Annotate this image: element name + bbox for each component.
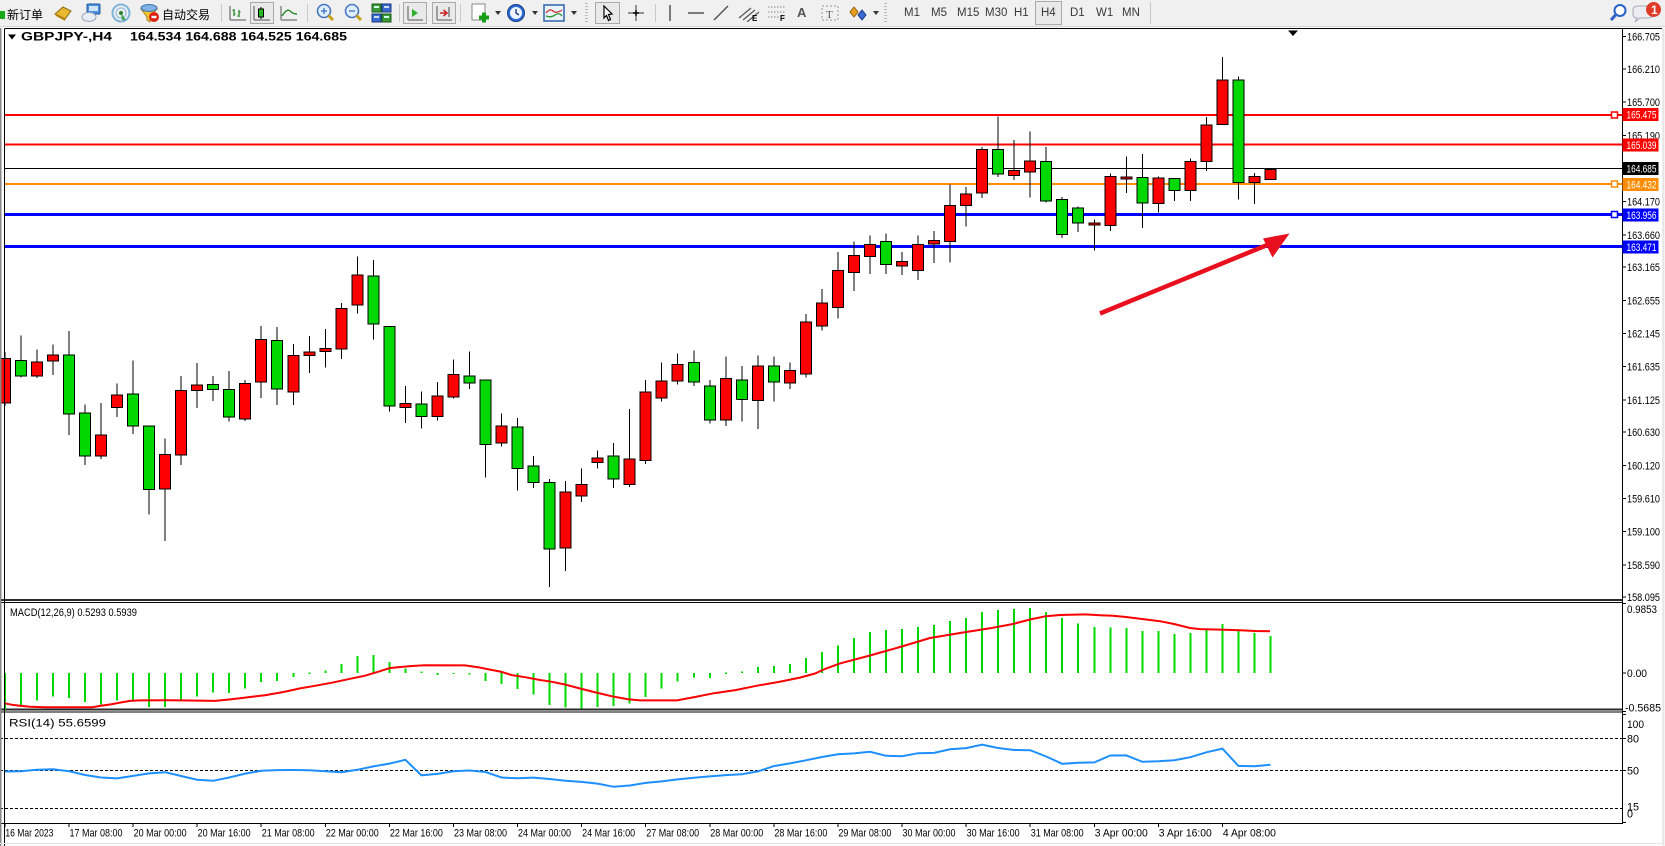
svg-text:22 Mar 16:00: 22 Mar 16:00 [390,827,443,839]
svg-text:17 Mar 08:00: 17 Mar 08:00 [70,827,123,839]
svg-text:T: T [826,9,833,21]
svg-text:E: E [752,14,758,22]
svg-text:160.630: 160.630 [1627,427,1660,439]
svg-text:0.9853: 0.9853 [1627,604,1657,616]
svg-text:161.125: 161.125 [1627,395,1660,407]
svg-text:4 Apr 08:00: 4 Apr 08:00 [1223,827,1276,839]
svg-text:15: 15 [1627,802,1639,814]
svg-text:162.145: 162.145 [1627,329,1660,341]
svg-text:158.095: 158.095 [1627,592,1660,604]
svg-text:16 Mar 2023: 16 Mar 2023 [5,827,53,839]
svg-text:3 Apr 00:00: 3 Apr 00:00 [1095,827,1148,839]
svg-text:159.610: 159.610 [1627,494,1660,506]
svg-text:28 Mar 16:00: 28 Mar 16:00 [774,827,827,839]
svg-text:31 Mar 08:00: 31 Mar 08:00 [1031,827,1084,839]
svg-text:3 Apr 16:00: 3 Apr 16:00 [1159,827,1212,839]
svg-text:27 Mar 08:00: 27 Mar 08:00 [646,827,699,839]
svg-text:-0.5685: -0.5685 [1625,703,1661,715]
svg-text:GBPJPY-,H4: GBPJPY-,H4 [21,32,113,44]
svg-text:165.039: 165.039 [1627,140,1657,152]
svg-text:F: F [780,14,785,22]
svg-text:20 Mar 00:00: 20 Mar 00:00 [134,827,187,839]
svg-text:164.432: 164.432 [1627,180,1657,192]
svg-text:163.471: 163.471 [1627,242,1657,254]
svg-text:23 Mar 08:00: 23 Mar 08:00 [454,827,507,839]
svg-text:21 Mar 08:00: 21 Mar 08:00 [262,827,315,839]
svg-text:161.635: 161.635 [1627,362,1660,374]
svg-text:164.534 164.688 164.525 164.68: 164.534 164.688 164.525 164.685 [130,32,348,44]
svg-text:163.660: 163.660 [1627,230,1660,242]
svg-text:20 Mar 16:00: 20 Mar 16:00 [198,827,251,839]
svg-text:162.655: 162.655 [1627,295,1660,307]
svg-text:MACD(12,26,9) 0.5293 0.5939: MACD(12,26,9) 0.5293 0.5939 [10,607,137,619]
svg-text:30 Mar 16:00: 30 Mar 16:00 [967,827,1020,839]
svg-text:163.956: 163.956 [1627,210,1657,222]
svg-text:165.700: 165.700 [1627,97,1660,109]
svg-text:159.100: 159.100 [1627,527,1660,539]
svg-text:160.120: 160.120 [1627,460,1660,472]
svg-text:164.170: 164.170 [1627,197,1660,209]
svg-text:163.165: 163.165 [1627,262,1660,274]
svg-text:166.210: 166.210 [1627,64,1660,76]
svg-text:28 Mar 00:00: 28 Mar 00:00 [710,827,763,839]
svg-text:164.685: 164.685 [1627,164,1657,176]
svg-text:0.00: 0.00 [1627,668,1647,680]
svg-text:22 Mar 00:00: 22 Mar 00:00 [326,827,379,839]
svg-text:165.475: 165.475 [1627,110,1657,122]
svg-text:100: 100 [1627,719,1644,731]
svg-text:158.590: 158.590 [1627,560,1660,572]
svg-text:50: 50 [1627,766,1639,778]
svg-text:1: 1 [1651,3,1658,17]
svg-text:24 Mar 16:00: 24 Mar 16:00 [582,827,635,839]
svg-text:RSI(14) 55.6599: RSI(14) 55.6599 [9,718,106,730]
svg-text:29 Mar 08:00: 29 Mar 08:00 [838,827,891,839]
svg-text:0: 0 [1627,809,1633,821]
svg-text:166.705: 166.705 [1627,32,1660,44]
svg-text:80: 80 [1627,733,1639,745]
svg-text:30 Mar 00:00: 30 Mar 00:00 [903,827,956,839]
svg-text:24 Mar 00:00: 24 Mar 00:00 [518,827,571,839]
